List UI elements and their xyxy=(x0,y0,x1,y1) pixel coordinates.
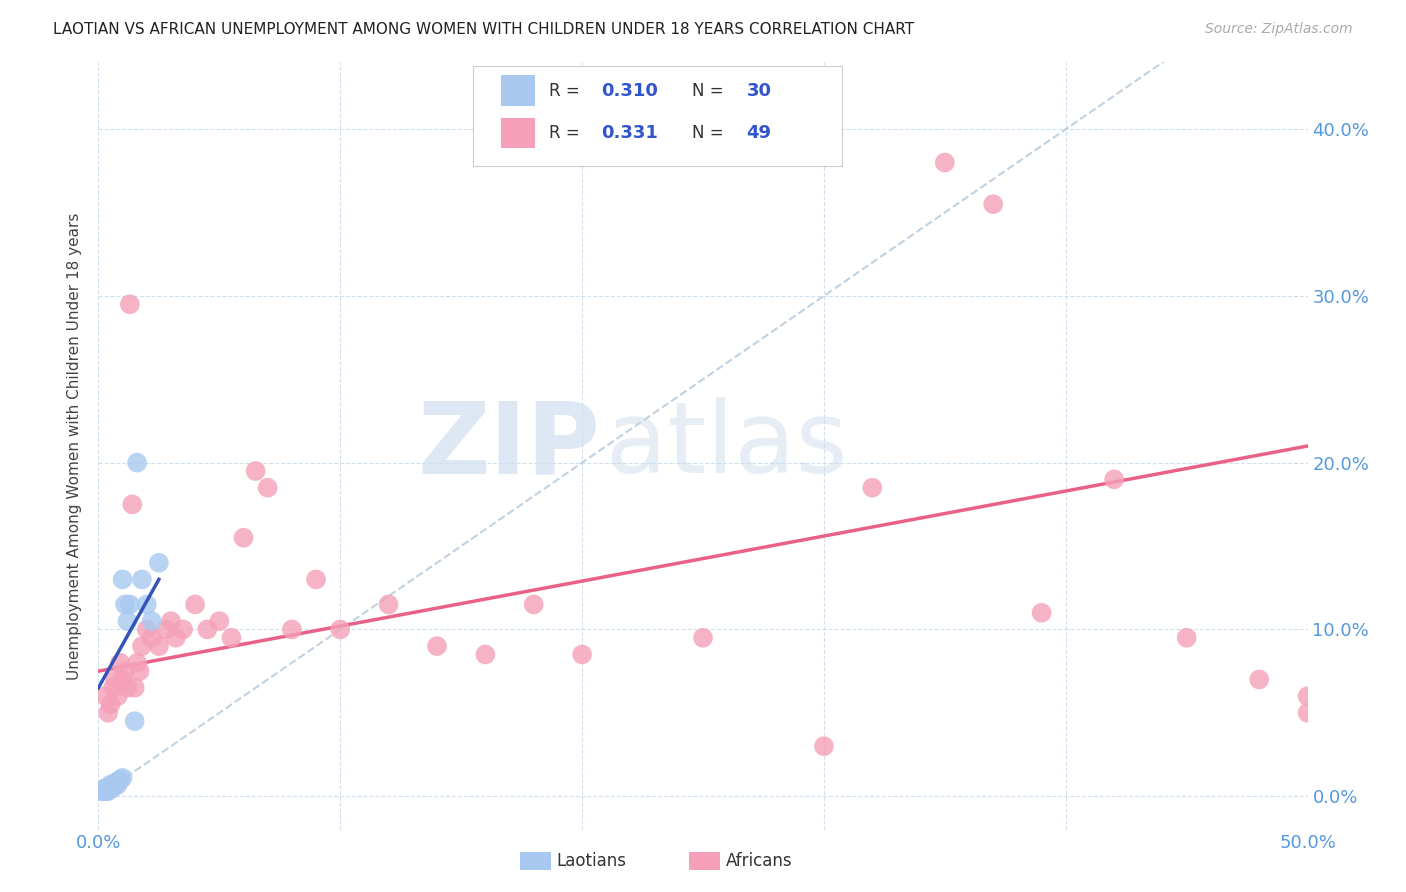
Text: N =: N = xyxy=(692,82,728,100)
Point xyxy=(100,779,122,793)
Text: 30: 30 xyxy=(747,82,772,100)
Point xyxy=(523,598,546,612)
Point xyxy=(94,780,117,795)
Point xyxy=(155,623,177,637)
Point xyxy=(329,623,352,637)
Point xyxy=(94,782,117,797)
Point xyxy=(1296,689,1319,703)
Point xyxy=(100,698,122,712)
Point xyxy=(813,739,835,754)
Point xyxy=(232,531,254,545)
Point xyxy=(94,784,117,798)
Text: 49: 49 xyxy=(747,124,772,142)
Text: Africans: Africans xyxy=(725,852,792,870)
Point xyxy=(305,573,328,587)
Point xyxy=(474,648,496,662)
Point xyxy=(101,780,124,795)
Point xyxy=(101,681,124,695)
Text: N =: N = xyxy=(692,124,728,142)
Point xyxy=(128,664,150,678)
Point xyxy=(97,780,120,795)
Point xyxy=(97,784,120,798)
Point xyxy=(108,656,131,670)
Point xyxy=(160,614,183,628)
Point xyxy=(934,155,956,169)
Point xyxy=(100,778,122,792)
Point xyxy=(208,614,231,628)
Point xyxy=(127,456,149,470)
Point xyxy=(124,714,146,728)
Point xyxy=(281,623,304,637)
Point xyxy=(107,774,129,789)
Point xyxy=(1249,673,1271,687)
Point xyxy=(692,631,714,645)
Point xyxy=(1296,706,1319,720)
Point xyxy=(256,481,278,495)
Point xyxy=(97,706,120,720)
Text: R =: R = xyxy=(550,124,585,142)
Point xyxy=(104,776,127,790)
Point xyxy=(114,598,136,612)
Point xyxy=(184,598,207,612)
Point xyxy=(195,623,218,637)
Y-axis label: Unemployment Among Women with Children Under 18 years: Unemployment Among Women with Children U… xyxy=(67,212,83,680)
Text: 0.331: 0.331 xyxy=(602,124,658,142)
Point xyxy=(1175,631,1198,645)
Point xyxy=(165,631,187,645)
Point xyxy=(221,631,243,645)
Point xyxy=(1102,472,1125,486)
Point xyxy=(117,614,139,628)
Point xyxy=(91,784,114,798)
Text: Source: ZipAtlas.com: Source: ZipAtlas.com xyxy=(1205,22,1353,37)
Point xyxy=(107,778,129,792)
Point xyxy=(117,681,139,695)
Point xyxy=(172,623,194,637)
FancyBboxPatch shape xyxy=(474,66,842,166)
Text: Laotians: Laotians xyxy=(557,852,627,870)
Point xyxy=(135,598,157,612)
FancyBboxPatch shape xyxy=(501,76,534,106)
Point xyxy=(114,664,136,678)
Point xyxy=(141,631,163,645)
Point xyxy=(97,782,120,797)
Point xyxy=(118,297,141,311)
FancyBboxPatch shape xyxy=(501,118,534,148)
Point xyxy=(127,656,149,670)
Point xyxy=(148,639,170,653)
Point xyxy=(131,639,153,653)
Point xyxy=(860,481,883,495)
Point xyxy=(118,598,141,612)
Point xyxy=(135,623,157,637)
Point xyxy=(107,689,129,703)
Point xyxy=(104,778,127,792)
Point xyxy=(124,681,146,695)
Text: LAOTIAN VS AFRICAN UNEMPLOYMENT AMONG WOMEN WITH CHILDREN UNDER 18 YEARS CORRELA: LAOTIAN VS AFRICAN UNEMPLOYMENT AMONG WO… xyxy=(53,22,914,37)
Point xyxy=(1031,606,1053,620)
Text: atlas: atlas xyxy=(606,398,848,494)
Point xyxy=(981,197,1004,211)
Point xyxy=(141,614,163,628)
Point xyxy=(94,689,117,703)
Text: 0.310: 0.310 xyxy=(602,82,658,100)
Point xyxy=(377,598,399,612)
Point xyxy=(91,782,114,797)
Point xyxy=(111,573,134,587)
Point xyxy=(111,673,134,687)
Point xyxy=(90,784,112,798)
Point xyxy=(131,573,153,587)
Point xyxy=(100,780,122,795)
Point xyxy=(121,497,143,511)
Text: R =: R = xyxy=(550,82,585,100)
Text: ZIP: ZIP xyxy=(418,398,600,494)
Point xyxy=(108,772,131,787)
Point xyxy=(104,673,127,687)
Point xyxy=(245,464,267,478)
Point xyxy=(426,639,449,653)
Point xyxy=(101,779,124,793)
Point xyxy=(571,648,593,662)
Point xyxy=(111,771,134,785)
Point xyxy=(148,556,170,570)
